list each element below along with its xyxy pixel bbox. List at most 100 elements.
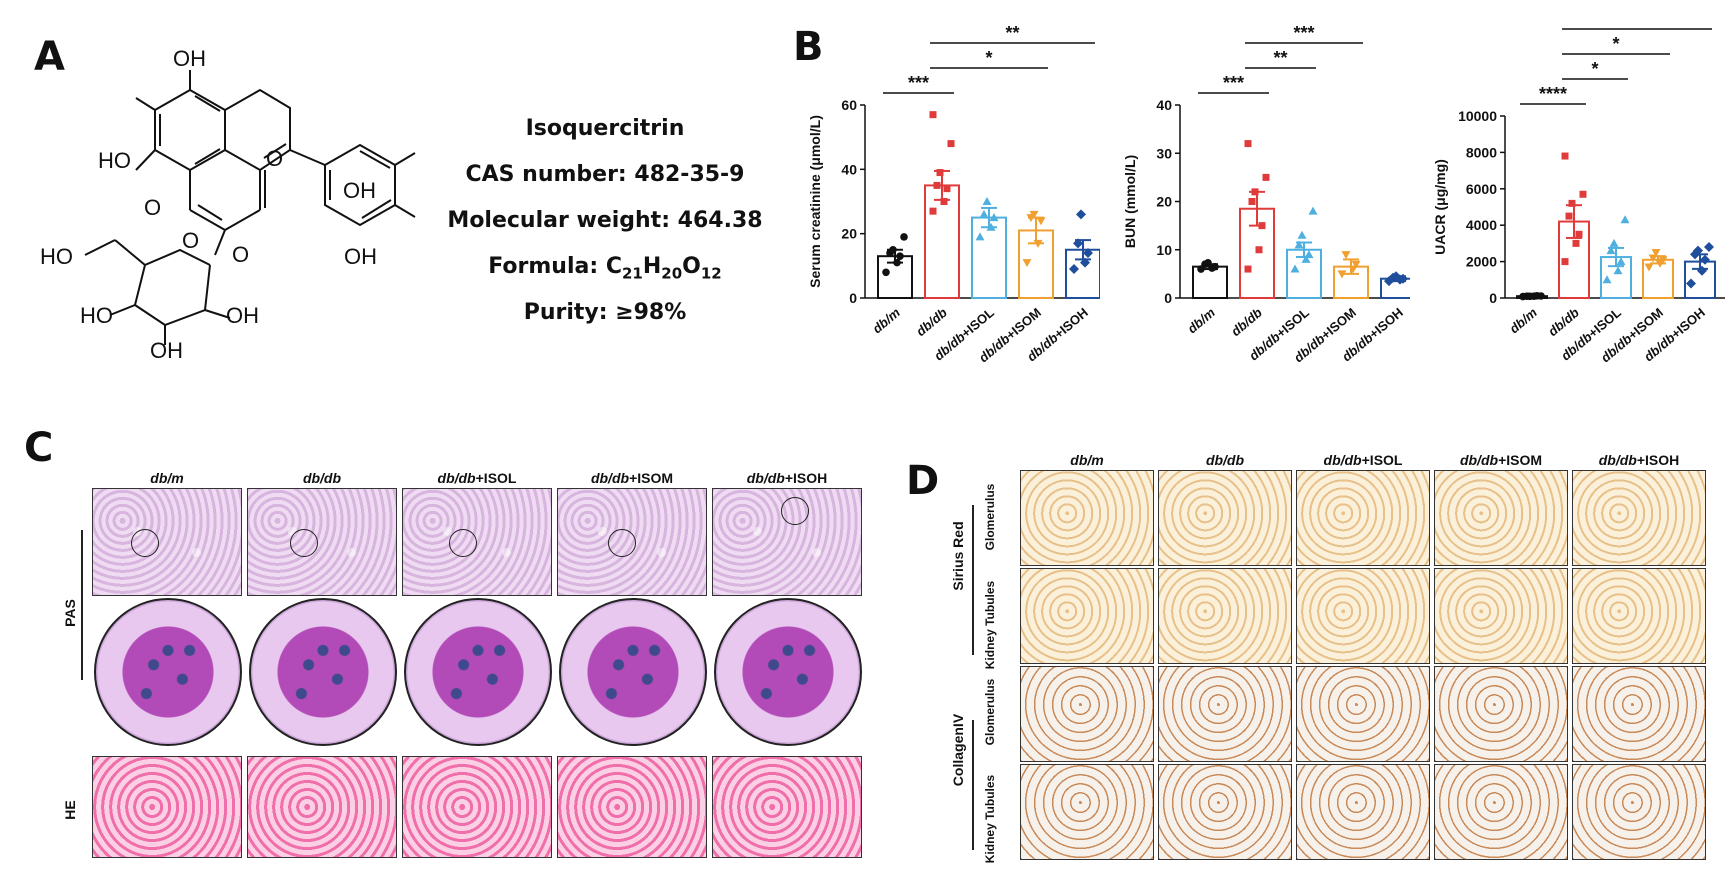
data-point	[933, 181, 941, 189]
x-tick-label-suffix: +ISOM	[1318, 305, 1359, 343]
data-point	[1613, 266, 1623, 275]
c-col-label-3: db/db+ISOM	[557, 470, 707, 486]
c-glomerulus-marker	[449, 529, 477, 557]
significance-label: **	[1273, 48, 1287, 68]
data-point	[1244, 265, 1252, 273]
data-point	[1308, 206, 1318, 215]
x-tick-label-base: db/db	[913, 305, 950, 339]
data-point	[1258, 222, 1266, 230]
c-row-label-he: HE	[62, 800, 78, 820]
data-point	[1248, 198, 1256, 205]
data-point	[882, 268, 890, 277]
data-point	[1301, 254, 1311, 263]
d-col-label-0-base: db/m	[1070, 452, 1104, 468]
data-point	[986, 222, 996, 231]
data-point	[1255, 246, 1263, 254]
y-tick-label: 60	[841, 97, 857, 113]
x-tick-label-base: db/m	[1184, 305, 1218, 337]
y-axis-label: UACR (μg/mg)	[1432, 159, 1448, 255]
d-collagen-tubules-0	[1020, 764, 1154, 860]
x-tick-label-suffix: +ISOL	[1585, 305, 1624, 341]
c-col-label-4: db/db+ISOH	[712, 470, 862, 486]
y-tick-label: 40	[1156, 97, 1172, 113]
data-point	[1561, 258, 1569, 266]
d-row-label-collagen: CollagenIV	[950, 713, 966, 787]
data-point	[1644, 263, 1654, 272]
d-col-label-4-base: db/db	[1598, 452, 1637, 468]
d-col-label-3: db/db+ISOM	[1434, 452, 1568, 468]
formula-c: C	[605, 254, 622, 279]
significance-label: *	[985, 48, 992, 68]
data-point	[1609, 238, 1619, 247]
significance-label: ***	[908, 73, 929, 93]
data-point	[982, 197, 992, 205]
x-tick-label-suffix: +ISOH	[1668, 305, 1708, 342]
compound-name: Isoquercitrin	[525, 116, 685, 141]
compound-formula: Formula: C21H20O12	[440, 254, 770, 282]
x-tick-label: db/db	[1545, 305, 1582, 339]
x-tick-label-base: db/db	[1545, 305, 1582, 339]
d-sub-glomerulus-2: Glomerulus	[983, 678, 997, 746]
c-col-label-2-base: db/db	[437, 470, 476, 486]
y-tick-label: 20	[1156, 194, 1172, 210]
d-sirius-glomerulus-4	[1572, 470, 1706, 566]
data-point	[1033, 239, 1043, 248]
d-col-label-2: db/db+ISOL	[1296, 452, 1430, 468]
d-sirius-glomerulus-0	[1020, 470, 1154, 566]
significance-label: **	[1005, 23, 1019, 43]
d-sirius-tubules-1	[1158, 568, 1292, 664]
y-tick-label: 0	[1164, 290, 1172, 306]
d-sub-tubules-1: Kidney Tubules	[983, 580, 997, 670]
formula-h-count: 20	[661, 264, 683, 283]
d-sub-tubules-2: Kidney Tubules	[983, 774, 997, 864]
data-point	[1648, 254, 1658, 263]
data-point	[947, 140, 955, 148]
data-point	[979, 209, 989, 218]
structure-ho-sugar: HO	[40, 244, 73, 269]
d-col-label-0: db/m	[1020, 452, 1154, 468]
data-point	[1561, 152, 1569, 160]
data-point	[1568, 199, 1576, 207]
d-collagen-tubules-3	[1434, 764, 1568, 860]
significance-label: *	[1612, 34, 1619, 54]
data-point	[989, 213, 999, 222]
c-col-label-1-base: db/db	[302, 470, 342, 486]
d-collagen-tubules-2	[1296, 764, 1430, 860]
data-point	[1579, 190, 1587, 198]
c-col-label-4-base: db/db	[746, 470, 785, 486]
c-he-tile-4	[712, 756, 862, 858]
data-point	[1686, 278, 1696, 289]
data-point	[893, 258, 901, 267]
structure-carbonyl-o: O	[144, 195, 161, 220]
d-col-label-2-suffix: +ISOL	[1361, 452, 1403, 468]
c-col-label-4-suffix: +ISOH	[784, 470, 828, 486]
x-tick-label-base: db/db	[1228, 305, 1265, 339]
y-axis-label: BUN (mmol/L)	[1122, 155, 1138, 248]
data-point	[1348, 265, 1358, 274]
panel-label-d: D	[906, 458, 940, 504]
data-point	[896, 252, 904, 260]
c-he-tile-1	[247, 756, 397, 858]
x-tick-label-suffix: +ISOH	[1366, 305, 1406, 342]
d-collagen-tubules-1	[1158, 764, 1292, 860]
data-point	[900, 233, 908, 241]
data-point	[1073, 238, 1083, 249]
c-pas-magnified-3	[559, 598, 707, 746]
data-point	[1602, 275, 1612, 284]
data-point	[1351, 260, 1361, 269]
chemical-structure: OH HO O O O OH OH HO O O HO OH OH	[40, 46, 416, 360]
structure-ho-left: HO	[98, 148, 131, 173]
c-pas-overview-1	[247, 488, 397, 596]
y-tick-label: 10000	[1458, 108, 1497, 124]
significance-label: ***	[1293, 23, 1314, 43]
structure-oh-right1: OH	[343, 178, 376, 203]
d-collagen-glomerulus-2	[1296, 666, 1430, 762]
d-collagen-glomerulus-0	[1020, 666, 1154, 762]
data-point	[1658, 256, 1668, 265]
d-sirius-tubules-4	[1572, 568, 1706, 664]
formula-h: H	[642, 254, 662, 279]
y-axis-label: Serum creatinine (μmol/L)	[807, 115, 823, 288]
data-point	[1294, 240, 1304, 249]
formula-o: O	[682, 254, 701, 279]
